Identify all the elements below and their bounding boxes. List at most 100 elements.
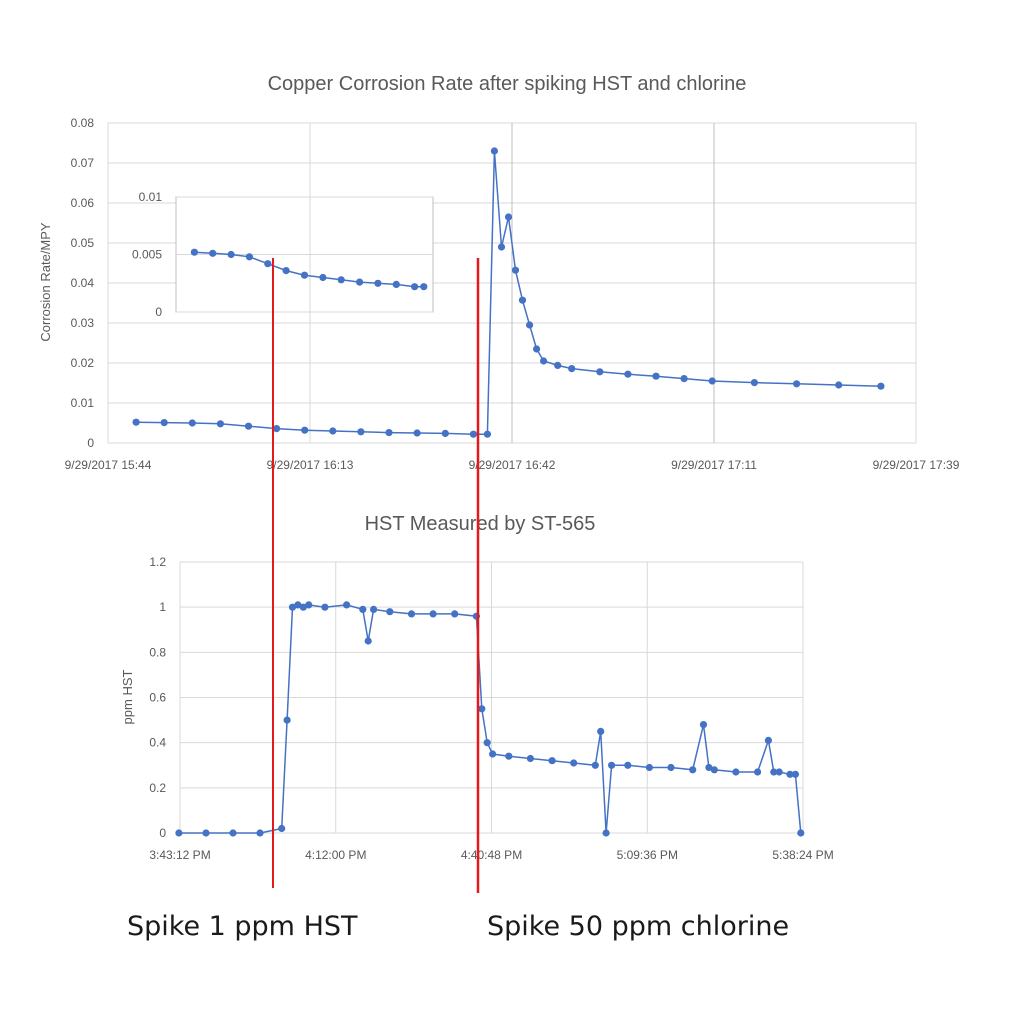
corrosion-series-point: [540, 357, 548, 365]
corrosion-x-tick: 9/29/2017 17:11: [671, 458, 757, 472]
corrosion-series-point: [708, 377, 716, 385]
inset-series-point: [392, 280, 400, 288]
corrosion-series: [132, 147, 885, 438]
hst-series-point: [175, 829, 183, 837]
hst-y-tick: 1.2: [149, 555, 166, 569]
hst-series-point: [370, 605, 378, 614]
corrosion-x-tick: 9/29/2017 17:39: [873, 458, 960, 472]
hst-x-tick: 4:12:00 PM: [305, 848, 366, 862]
hst-chart-title: HST Measured by ST-565: [365, 513, 596, 535]
hst-series-point: [478, 705, 486, 713]
inset-series-point: [209, 249, 217, 257]
inset-series-point: [264, 260, 272, 268]
hst-x-tick: 4:40:48 PM: [461, 848, 522, 862]
hst-x-tick-labels: 3:43:12 PM 4:12:00 PM 4:40:48 PM 5:09:36 PM…: [149, 848, 833, 862]
hst-series-point: [570, 759, 578, 767]
corrosion-inset: 0 0.005 0.01: [132, 190, 434, 319]
corrosion-y-tick: 0.03: [71, 316, 95, 330]
corrosion-series-point: [469, 430, 477, 438]
corrosion-x-tick: 9/29/2017 16:42: [469, 458, 556, 472]
inset-series-point: [411, 283, 419, 291]
hst-series-point: [278, 824, 286, 833]
corrosion-series-point: [526, 321, 534, 329]
inset-series-point: [282, 267, 290, 275]
hst-y-tick: 0: [159, 826, 166, 840]
hst-y-tick: 0.2: [149, 781, 166, 795]
hst-series-point: [489, 750, 497, 758]
corrosion-series-point: [554, 361, 562, 369]
hst-series-point: [602, 829, 610, 837]
inset-y-tick: 0.01: [139, 190, 163, 204]
corrosion-series-point: [835, 381, 843, 389]
inset-y-tick: 0: [155, 305, 162, 319]
hst-series-point: [305, 601, 313, 609]
hst-series-point: [202, 829, 210, 837]
hst-series-point: [343, 601, 351, 609]
inset-series-point: [245, 253, 253, 261]
corrosion-y-tick: 0.05: [71, 236, 95, 250]
hst-series-point: [786, 770, 794, 778]
hst-series-point: [386, 608, 394, 616]
hst-y-tick: 0.8: [149, 645, 166, 659]
corrosion-series-point: [244, 422, 253, 430]
corrosion-series-point: [568, 365, 576, 373]
hst-series-point: [229, 829, 237, 837]
hst-series-point: [645, 763, 654, 772]
corrosion-series-point: [680, 375, 688, 383]
hst-series-point: [770, 768, 778, 776]
hst-series-point: [775, 768, 783, 776]
corrosion-series-point: [273, 425, 281, 433]
corrosion-series-point: [385, 429, 393, 437]
hst-series-point: [451, 610, 459, 618]
corrosion-y-tick: 0: [87, 436, 94, 450]
corrosion-series-point: [490, 147, 498, 155]
corrosion-y-tick-labels: 0 0.01 0.02 0.03 0.04 0.05 0.06 0.07 0.08: [71, 116, 95, 450]
hst-series-point: [429, 610, 437, 618]
hst-x-tick: 5:38:24 PM: [772, 848, 833, 862]
corrosion-y-tick: 0.01: [71, 396, 95, 410]
hst-y-tick: 1: [159, 600, 166, 614]
hst-series-point: [732, 768, 740, 776]
corrosion-series-point: [596, 368, 604, 376]
hst-series-point: [608, 761, 616, 769]
inset-series-point: [374, 279, 382, 287]
hst-series-point: [288, 603, 297, 611]
corrosion-y-tick: 0.06: [71, 196, 95, 210]
corrosion-x-tick: 9/29/2017 16:13: [267, 458, 354, 472]
corrosion-chart-title: Copper Corrosion Rate after spiking HST …: [268, 73, 747, 95]
corrosion-series-point: [441, 429, 449, 437]
corrosion-series-point: [160, 419, 168, 427]
hst-series-point: [624, 761, 632, 769]
hst-series-point: [667, 763, 675, 772]
inset-series-point: [356, 278, 364, 286]
chlorine-spike-annotation: Spike 50 ppm chlorine: [487, 911, 789, 942]
corrosion-x-tick: 9/29/2017 15:44: [65, 458, 152, 472]
corrosion-x-tick-labels: 9/29/2017 15:44 9/29/2017 16:13 9/29/2017 …: [65, 458, 960, 472]
inset-series-point: [227, 250, 235, 259]
hst-series-point: [754, 768, 762, 776]
corrosion-series-point: [329, 427, 337, 435]
hst-series-point: [321, 603, 329, 611]
hst-series-point: [294, 601, 302, 609]
hst-series-point: [764, 736, 773, 745]
inset-series-point: [337, 276, 345, 284]
corrosion-y-axis-title: Corrosion Rate/MPY: [38, 222, 53, 342]
hst-series-point: [364, 637, 372, 645]
inset-series-point: [420, 283, 428, 291]
hst-series-point: [505, 752, 513, 760]
hst-y-tick: 0.6: [149, 691, 166, 705]
inset-series-point: [300, 271, 309, 279]
corrosion-y-tick: 0.08: [71, 116, 95, 130]
hst-series-point: [256, 829, 264, 837]
corrosion-series-point: [750, 379, 759, 387]
hst-spike-annotation: Spike 1 ppm HST: [127, 911, 358, 942]
inset-series-point: [319, 273, 327, 282]
hst-series-point: [710, 766, 718, 774]
hst-series-point: [597, 727, 605, 736]
corrosion-series-point: [188, 419, 196, 427]
corrosion-series-point: [652, 372, 660, 380]
corrosion-series-point: [483, 430, 491, 438]
hst-series-point: [407, 610, 416, 618]
hst-series: [175, 601, 805, 837]
